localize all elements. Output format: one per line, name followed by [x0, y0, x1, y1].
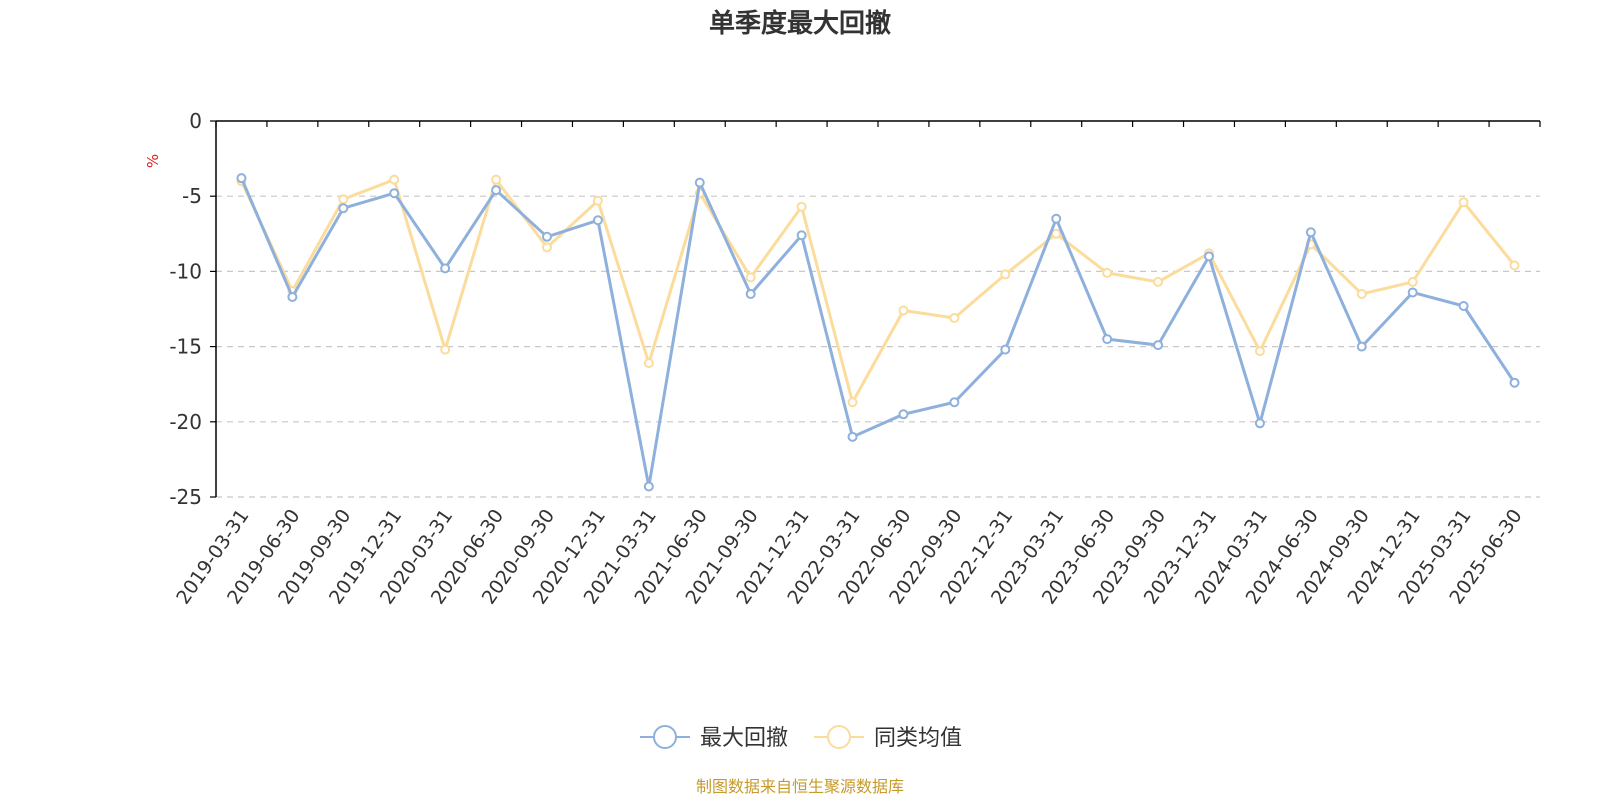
- data-point[interactable]: [1509, 260, 1520, 271]
- data-point[interactable]: [847, 397, 858, 408]
- series-line: [240, 178, 1516, 404]
- y-tick-labels: 0 -5 -10 -15 -20 -25: [169, 109, 202, 509]
- data-point[interactable]: [440, 263, 451, 274]
- data-point[interactable]: [236, 173, 247, 184]
- data-point[interactable]: [1153, 340, 1164, 351]
- data-point[interactable]: [949, 397, 960, 408]
- legend-circle-icon: [827, 725, 851, 749]
- data-point[interactable]: [1102, 334, 1113, 345]
- series-line: [240, 177, 1516, 488]
- y-tick-label: -5: [182, 184, 202, 208]
- data-point[interactable]: [1254, 346, 1265, 357]
- data-point[interactable]: [796, 230, 807, 241]
- data-point[interactable]: [592, 195, 603, 206]
- y-tick-label: -15: [169, 335, 202, 359]
- series-max-drawdown: [236, 173, 1520, 492]
- data-point[interactable]: [338, 203, 349, 214]
- data-point[interactable]: [1458, 300, 1469, 311]
- data-point[interactable]: [745, 288, 756, 299]
- legend[interactable]: 最大回撤 同类均值: [640, 725, 962, 751]
- legend-label: 同类均值: [874, 726, 962, 751]
- series-peer-average: [236, 174, 1520, 408]
- data-point[interactable]: [1407, 276, 1418, 287]
- series-lines: [236, 173, 1520, 492]
- data-point[interactable]: [643, 358, 654, 369]
- data-point[interactable]: [389, 188, 400, 199]
- data-point[interactable]: [287, 291, 298, 302]
- data-point[interactable]: [1254, 418, 1265, 429]
- y-axis-unit-label: %: [144, 154, 162, 168]
- x-tick-labels: 2019-03-312019-06-302019-09-302019-12-31…: [172, 505, 1526, 608]
- data-point[interactable]: [949, 313, 960, 324]
- data-point[interactable]: [1305, 227, 1316, 238]
- data-point[interactable]: [1407, 287, 1418, 298]
- data-point[interactable]: [1204, 251, 1214, 262]
- data-point[interactable]: [847, 431, 858, 442]
- data-point[interactable]: [1051, 228, 1062, 239]
- legend-item-max-drawdown[interactable]: 最大回撤: [640, 725, 788, 751]
- data-point[interactable]: [491, 185, 502, 196]
- data-point[interactable]: [1000, 344, 1011, 355]
- data-point[interactable]: [1458, 197, 1469, 208]
- legend-item-peer-average[interactable]: 同类均值: [814, 725, 962, 751]
- data-point[interactable]: [542, 231, 552, 242]
- data-point[interactable]: [389, 174, 400, 185]
- data-point[interactable]: [796, 201, 807, 212]
- data-point[interactable]: [1000, 269, 1011, 280]
- data-point[interactable]: [542, 242, 552, 253]
- data-point[interactable]: [694, 177, 705, 188]
- legend-label: 最大回撤: [700, 726, 788, 751]
- data-source-note: 制图数据来自恒生聚源数据库: [696, 777, 904, 796]
- y-tick-label: -20: [169, 410, 202, 434]
- data-point[interactable]: [491, 174, 502, 185]
- y-tick-label: 0: [189, 109, 202, 133]
- data-point[interactable]: [592, 215, 603, 226]
- data-point[interactable]: [898, 305, 909, 316]
- y-tick-label: -25: [169, 485, 202, 509]
- data-point[interactable]: [1153, 276, 1164, 287]
- data-point[interactable]: [643, 481, 654, 492]
- data-point[interactable]: [1051, 213, 1062, 224]
- grid-lines: [216, 195, 1540, 498]
- data-point[interactable]: [338, 194, 349, 205]
- data-point[interactable]: [1102, 267, 1113, 278]
- data-point[interactable]: [440, 344, 451, 355]
- data-point[interactable]: [898, 409, 909, 420]
- data-point[interactable]: [745, 272, 756, 283]
- data-point[interactable]: [1509, 377, 1520, 388]
- data-point[interactable]: [1356, 288, 1367, 299]
- chart-title: 单季度最大回撤: [709, 8, 891, 39]
- data-point[interactable]: [1356, 341, 1367, 352]
- legend-circle-icon: [653, 725, 677, 749]
- axes: [210, 120, 1541, 498]
- y-tick-label: -10: [169, 259, 202, 283]
